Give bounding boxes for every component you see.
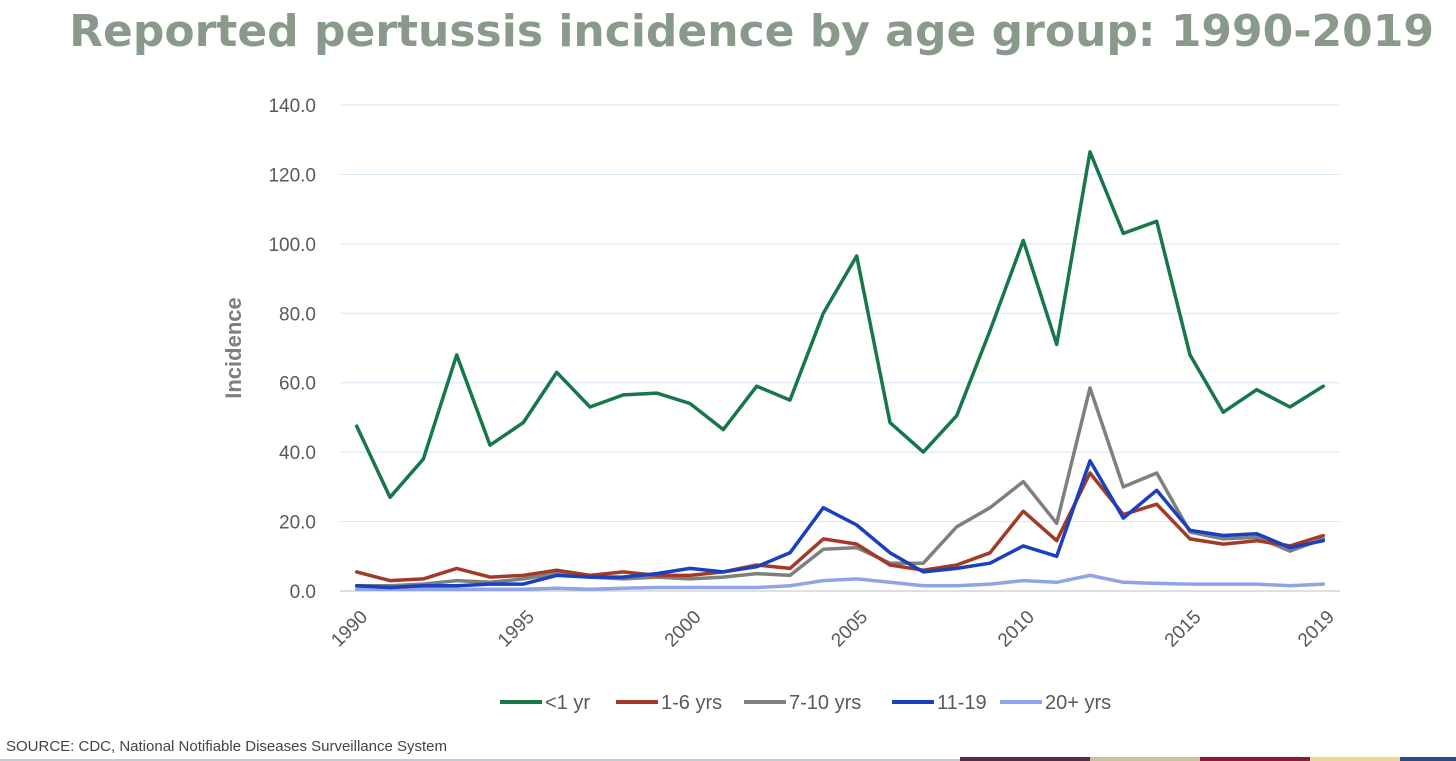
- x-tick-label: 2015: [1161, 607, 1206, 652]
- footer-color-segment: [1200, 757, 1310, 761]
- footer-color-segment: [960, 757, 1090, 761]
- footer-color-segment: [1310, 757, 1400, 761]
- y-axis-title: Incidence: [221, 297, 246, 398]
- x-axis-ticks: 1990 1995 2000 2005 2010 2015 2019: [327, 607, 1338, 652]
- footer-color-segment: [1090, 757, 1200, 761]
- legend-label: <1 yr: [545, 692, 590, 714]
- y-tick-label: 80.0: [279, 304, 316, 325]
- y-axis-ticks: 0.0 20.0 40.0 60.0 80.0 100.0 120.0 140.0: [268, 96, 316, 603]
- y-tick-label: 40.0: [279, 443, 316, 464]
- y-tick-label: 140.0: [268, 96, 316, 117]
- y-tick-label: 60.0: [279, 374, 316, 395]
- legend-label: 20+ yrs: [1045, 692, 1111, 714]
- x-tick-label: 2000: [661, 607, 706, 652]
- x-tick-label: 2005: [827, 607, 872, 652]
- series-line-20-yrs: [354, 573, 1326, 592]
- y-tick-label: 0.0: [290, 582, 316, 603]
- source-note: SOURCE: CDC, National Notifiable Disease…: [6, 738, 447, 755]
- page-title: Reported pertussis incidence by age grou…: [69, 6, 1434, 57]
- y-tick-label: 20.0: [279, 513, 316, 534]
- legend-label: 11-19: [937, 692, 987, 714]
- legend-label: 7-10 yrs: [789, 692, 861, 714]
- series-line-11-19: [354, 459, 1326, 590]
- footer-color-segment: [0, 759, 960, 761]
- series-line-7-10-yrs: [354, 386, 1326, 588]
- y-tick-label: 120.0: [268, 165, 316, 186]
- legend-label: 1-6 yrs: [661, 692, 722, 714]
- legend: <1 yr 1-6 yrs 7-10 yrs 11-19 20+ yrs: [500, 692, 1111, 714]
- x-tick-label: 1995: [494, 607, 539, 652]
- x-tick-label: 2019: [1294, 607, 1339, 652]
- x-tick-label: 2010: [994, 607, 1039, 652]
- y-tick-label: 100.0: [268, 235, 316, 256]
- x-tick-label: 1990: [327, 607, 372, 652]
- series-line--1-yr: [354, 150, 1326, 500]
- series-line-1-6-yrs: [354, 471, 1326, 583]
- series-lines: [354, 150, 1326, 592]
- footer-color-segment: [1400, 757, 1456, 761]
